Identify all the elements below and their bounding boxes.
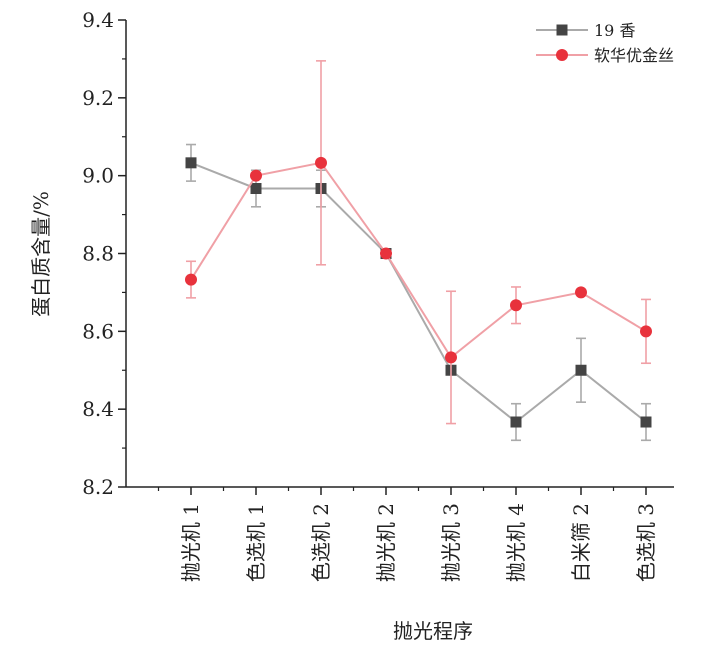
- y-tick-label: 9.0: [82, 164, 114, 188]
- legend-label: 19 香: [594, 21, 635, 40]
- x-tick-label: 色选机 1: [244, 503, 268, 582]
- data-point-circle: [185, 273, 197, 286]
- y-tick-label: 9.2: [82, 86, 114, 110]
- legend-label: 软华优金丝: [594, 46, 674, 65]
- legend-item: 19 香: [536, 21, 635, 40]
- data-point-square: [640, 416, 652, 428]
- data-point-circle: [510, 299, 522, 312]
- y-tick-label: 8.8: [82, 242, 114, 266]
- series-line: [190, 161, 647, 424]
- x-axis-title: 抛光程序: [393, 619, 473, 643]
- y-axis-title: 蛋白质含量/%: [29, 191, 53, 317]
- data-point-square: [185, 157, 197, 169]
- data-point-square: [510, 416, 522, 428]
- x-tick-label: 白米筛 2: [569, 503, 593, 582]
- x-tick-label: 色选机 3: [634, 503, 658, 582]
- axes: 8.2 8.4 8.6 8.8 9.0 9.2 9.4 抛光机 1 色选机 1 色选机 2 抛光机 …: [82, 8, 674, 582]
- legend-marker-square: [556, 24, 568, 36]
- data-point-circle: [380, 247, 392, 260]
- y-tick-label: 9.4: [82, 8, 114, 32]
- series-layer: [185, 60, 652, 442]
- y-tick-label: 8.6: [82, 319, 114, 343]
- data-point-square: [250, 183, 262, 195]
- x-tick-label: 色选机 2: [309, 503, 333, 582]
- legend-item: 软华优金丝: [536, 46, 674, 65]
- x-tick-label: 抛光机 2: [374, 503, 398, 582]
- legend-marker-circle: [556, 49, 568, 61]
- data-point-circle: [250, 169, 262, 182]
- x-tick-label: 抛光机 3: [439, 503, 463, 582]
- y-tick-label: 8.2: [82, 475, 114, 499]
- series-line: [190, 161, 647, 359]
- data-point-circle: [315, 156, 327, 169]
- data-point-circle: [640, 325, 652, 338]
- x-tick-label: 抛光机 1: [179, 503, 203, 582]
- data-point-square: [575, 364, 587, 376]
- data-point-circle: [445, 351, 457, 364]
- data-point-circle: [575, 286, 587, 299]
- y-tick-label: 8.4: [82, 397, 114, 421]
- series-2: [185, 60, 652, 425]
- x-tick-label: 抛光机 4: [504, 503, 528, 582]
